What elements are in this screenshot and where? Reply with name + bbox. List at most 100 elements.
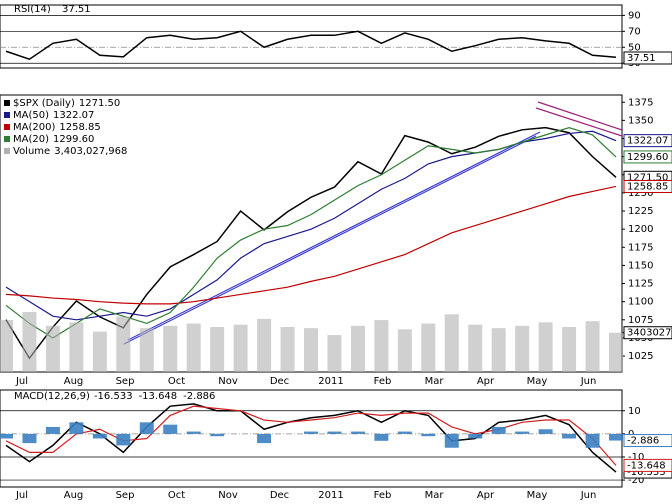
x-tick-label: Nov xyxy=(218,490,238,501)
x-tick-label: Jul xyxy=(15,376,28,387)
value-box xyxy=(623,326,672,340)
legend-swatch xyxy=(4,148,10,154)
y-tick-label: -20 xyxy=(628,475,644,486)
x-tick-label: May xyxy=(527,490,548,501)
y-tick-label: 1250 xyxy=(628,188,653,199)
bar xyxy=(92,433,107,439)
bar xyxy=(257,433,272,444)
bar xyxy=(45,426,60,434)
series-line xyxy=(5,185,617,305)
x-tick-label: Jul xyxy=(15,490,28,501)
x-tick-label: Jun xyxy=(580,490,597,501)
legend-value: 37.51 xyxy=(62,4,91,15)
x-tick-label: Dec xyxy=(270,376,289,387)
y-tick-label: 1200 xyxy=(628,224,653,235)
bar xyxy=(210,326,225,372)
x-tick-label: May xyxy=(527,376,548,387)
bar xyxy=(468,433,483,439)
legend-value: -13.648 xyxy=(139,391,178,402)
bar xyxy=(562,326,577,372)
bar xyxy=(538,429,553,434)
bar xyxy=(22,311,37,372)
x-tick-label: Sep xyxy=(116,376,135,387)
legend-label: $SPX (Daily) xyxy=(13,98,75,109)
bar xyxy=(139,328,154,372)
bar xyxy=(257,318,272,372)
bar xyxy=(22,433,37,444)
bar xyxy=(280,326,295,372)
value-box-label: 37.51 xyxy=(627,53,656,64)
series-line xyxy=(5,405,617,466)
bar xyxy=(609,332,623,372)
value-box xyxy=(623,150,672,164)
legend-label: Volume xyxy=(13,146,50,157)
value-box-label: 1322.07 xyxy=(627,136,668,147)
bar xyxy=(515,325,530,372)
legend-value: 1258.85 xyxy=(59,122,100,133)
y-tick-label: 50 xyxy=(628,42,641,53)
series-line xyxy=(5,130,617,321)
bar xyxy=(163,424,178,434)
value-box xyxy=(623,458,672,472)
y-tick-label: 1125 xyxy=(628,279,653,290)
x-tick-label: Sep xyxy=(116,490,135,501)
bar xyxy=(69,322,84,372)
legend-swatch xyxy=(4,100,10,106)
x-tick-label: Mar xyxy=(425,376,445,387)
x-tick-label: Oct xyxy=(168,490,185,501)
bar xyxy=(0,433,13,439)
y-tick-label: 1075 xyxy=(628,315,653,326)
y-tick-label: 1375 xyxy=(628,97,653,108)
trend-line xyxy=(123,135,537,345)
bar xyxy=(186,323,201,372)
x-tick-label: Feb xyxy=(374,376,392,387)
legend-swatch xyxy=(4,124,10,130)
y-tick-label: 1350 xyxy=(628,115,653,126)
legend-label: RSI(14) xyxy=(14,4,51,15)
bar xyxy=(515,431,530,434)
bar xyxy=(538,322,553,372)
bar xyxy=(0,320,13,372)
bar xyxy=(45,325,60,372)
bar xyxy=(327,335,342,372)
y-tick-label: 90 xyxy=(628,10,641,21)
x-tick-label: Mar xyxy=(425,490,445,501)
y-tick-label: 1150 xyxy=(628,260,653,271)
bar xyxy=(350,325,365,372)
bar xyxy=(186,431,201,434)
x-tick-label: Aug xyxy=(64,376,84,387)
value-box-label: -16.533 xyxy=(627,467,666,478)
legend-value: -16.533 xyxy=(94,391,133,402)
x-tick-label: Oct xyxy=(168,376,185,387)
series-line xyxy=(5,127,617,339)
bar xyxy=(374,320,389,372)
legend-label: MA(200) xyxy=(13,122,55,133)
x-tick-label: Jun xyxy=(580,376,597,387)
bar xyxy=(491,426,506,434)
y-tick-label: 1225 xyxy=(628,206,653,217)
trend-line xyxy=(127,131,541,341)
value-box xyxy=(623,434,672,448)
bar xyxy=(327,431,342,434)
x-tick-label: 2011 xyxy=(318,376,343,387)
legend-value: 1271.50 xyxy=(79,98,120,109)
legend-label: MA(50) xyxy=(13,110,49,121)
trend-line xyxy=(537,101,623,131)
value-box xyxy=(623,134,672,148)
legend-value: -2.886 xyxy=(183,391,215,402)
legend-value: 3,403,027,968 xyxy=(54,146,127,157)
value-box-label: -13.648 xyxy=(627,460,666,471)
series-line xyxy=(5,403,617,473)
bar xyxy=(585,433,600,448)
legend-swatch xyxy=(4,112,10,118)
value-box-label: -2.886 xyxy=(627,436,659,447)
value-box-label: 1258.85 xyxy=(627,181,668,192)
bar xyxy=(421,323,436,372)
trend-line xyxy=(535,107,623,137)
bar xyxy=(116,433,131,446)
rsi-frame xyxy=(0,4,623,69)
bar xyxy=(444,314,459,372)
x-tick-label: Feb xyxy=(374,490,392,501)
bar xyxy=(210,433,225,437)
